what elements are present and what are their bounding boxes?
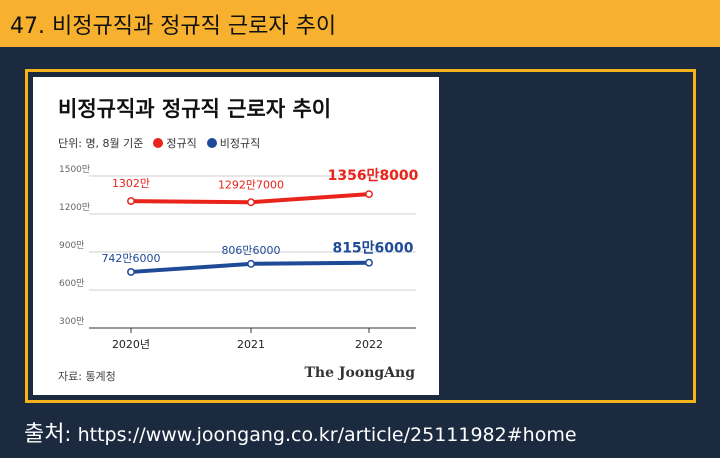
y-tick-label: 1500만	[59, 164, 90, 175]
footer-label: 출처	[24, 422, 65, 447]
data-label: 742만6000	[101, 252, 160, 265]
chart-card: 비정규직과 정규직 근로자 추이 단위: 명, 8월 기준 정규직 비정규직 1…	[33, 77, 439, 395]
data-label: 1356만8000	[328, 168, 419, 184]
unit-note: 단위: 명, 8월 기준	[58, 137, 144, 150]
data-point	[365, 190, 373, 199]
x-tick-label: 2020년	[112, 338, 150, 351]
y-tick-label: 900만	[59, 240, 84, 251]
data-point	[365, 258, 373, 267]
data-label: 1292만7000	[218, 178, 284, 191]
publisher-logo: The JoongAng	[304, 365, 415, 381]
legend-label-nonregular: 비정규직	[219, 137, 261, 150]
slide-title: 47. 비정규직과 정규직 근로자 추이	[10, 14, 337, 39]
source-link[interactable]: https://www.joongang.co.kr/article/25111…	[77, 424, 577, 446]
data-label: 815만6000	[332, 241, 413, 257]
data-point	[127, 267, 135, 276]
data-label: 806만6000	[221, 244, 280, 257]
data-point	[127, 197, 135, 206]
data-point	[247, 259, 255, 268]
footer-source: 출처: https://www.joongang.co.kr/article/2…	[24, 416, 577, 448]
legend-dot-regular	[153, 138, 164, 148]
slide-header: 47. 비정규직과 정규직 근로자 추이	[0, 0, 720, 47]
highlight-frame	[25, 69, 696, 403]
source-note: 자료: 통계청	[58, 370, 116, 383]
footer-sep: :	[64, 422, 78, 446]
chart-subline: 단위: 명, 8월 기준 정규직 비정규직	[58, 135, 260, 151]
line-chart: 1500만 1200만 900만 600만 300만 2020년 2021 2022 1302만…	[59, 164, 419, 351]
y-tick-label: 1200만	[59, 202, 90, 213]
chart-title: 비정규직과 정규직 근로자 추이	[58, 97, 332, 121]
legend-dot-nonregular	[206, 138, 217, 148]
legend-label-regular: 정규직	[166, 137, 197, 150]
y-tick-label: 600만	[59, 278, 84, 289]
x-tick-label: 2022	[355, 338, 383, 351]
y-tick-label: 300만	[59, 316, 84, 327]
data-label: 1302만	[112, 177, 150, 190]
x-tick-label: 2021	[237, 338, 265, 351]
data-point	[247, 198, 255, 207]
